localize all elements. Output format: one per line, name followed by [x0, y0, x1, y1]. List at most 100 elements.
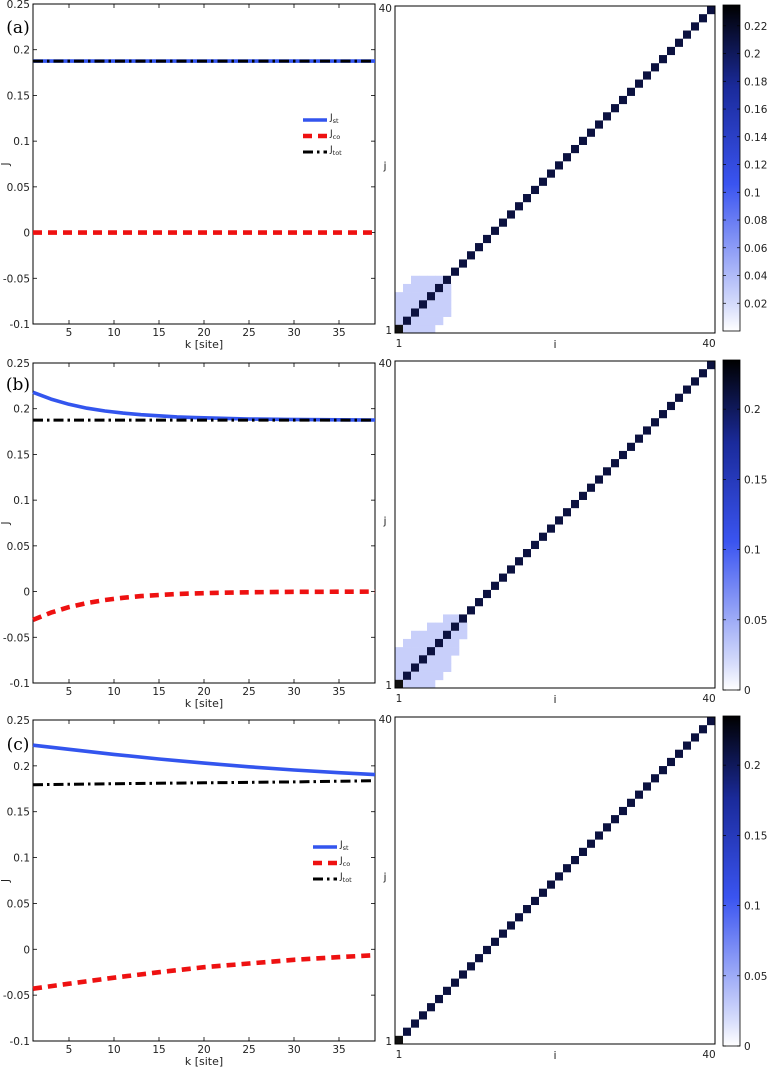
heatmap-cell	[427, 275, 436, 285]
heatmap-diagonal-cell	[403, 671, 411, 680]
heatmap-diagonal-cell	[595, 120, 603, 129]
heatmap-diagonal-cell	[611, 459, 619, 468]
heatmap-cell	[427, 679, 436, 689]
heatmap-diagonal-cell	[459, 614, 467, 623]
heatmap-diagonal-cell	[419, 655, 427, 664]
heatmap-cell	[411, 300, 420, 309]
heatmap-cell	[435, 316, 444, 326]
heatmap-diagonal-cell	[411, 1019, 419, 1028]
colorbar-tick-label: 0.1	[744, 187, 761, 199]
legend-entry-sub: tot	[333, 149, 343, 157]
heatmap-diagonal-cell	[635, 790, 643, 799]
x-tick-label: 1	[396, 1049, 403, 1061]
heatmap-diagonal-cell	[675, 38, 683, 47]
heatmap-diagonal-cell	[467, 962, 475, 971]
y-axis-label: J	[0, 162, 12, 166]
heatmap-cell	[411, 655, 420, 664]
colorbar-tick-label: 0.05	[744, 615, 767, 627]
heatmap-diagonal-cell	[491, 226, 499, 235]
heatmap-diagonal-cell	[475, 954, 483, 963]
y-axis-label: j	[382, 515, 386, 528]
panel-label: (a)	[6, 18, 29, 38]
heatmap-cell	[411, 292, 420, 301]
legend-entry-sub: st	[333, 117, 339, 125]
colorbar-tick-label: 0.1	[744, 901, 761, 913]
legend-entry-main: J	[339, 840, 343, 850]
y-tick-label: 0	[23, 587, 30, 599]
y-tick-label: 0.2	[13, 404, 30, 416]
heatmap-diagonal-cell	[699, 369, 707, 378]
x-tick-label: 30	[287, 1044, 300, 1056]
y-tick-label: 0	[23, 228, 30, 240]
heatmap-diagonal-cell	[635, 434, 643, 443]
heatmap-diagonal-cell	[603, 112, 611, 121]
heatmap-cell	[403, 663, 412, 672]
heatmap-cell	[427, 324, 436, 334]
heatmap-cell	[443, 647, 452, 656]
heatmap-cell	[395, 663, 404, 672]
heatmap-cell	[435, 671, 444, 681]
heatmap-cell	[403, 292, 412, 301]
heatmap-cell	[419, 316, 428, 326]
heatmap-diagonal-cell	[643, 71, 651, 80]
heatmap-diagonal-cell	[611, 815, 619, 824]
heatmap-diagonal-cell	[699, 725, 707, 734]
x-tick-label: 20	[197, 1044, 210, 1056]
y-tick-label: 0.1	[13, 495, 30, 507]
heatmap-diagonal-cell	[411, 663, 419, 672]
heatmap-diagonal-cell	[659, 766, 667, 775]
heatmap-diagonal-cell	[427, 1003, 435, 1012]
heatmap-diagonal-cell	[571, 499, 579, 509]
heatmap-diagonal-cell	[651, 774, 659, 783]
heatmap-cell	[419, 324, 428, 334]
x-tick-label: 10	[107, 1044, 120, 1056]
heatmap-diagonal-cell	[539, 888, 547, 897]
heatmap-diagonal-cell	[595, 475, 603, 484]
heatmap-diagonal-cell	[627, 798, 635, 807]
x-tick-label: 30	[287, 327, 300, 339]
heatmap-diagonal-cell	[539, 532, 547, 541]
y-tick-label: -0.05	[3, 632, 30, 644]
colorbar-tick-label: 0.1	[744, 545, 761, 557]
heatmap-cell	[419, 308, 428, 317]
heatmap-diagonal-cell	[491, 581, 499, 590]
series-line-j-st	[32, 743, 376, 777]
heatmap-diagonal-cell	[675, 749, 683, 758]
colorbar-tick-label: 0	[744, 1041, 751, 1053]
heatmap-cell	[451, 638, 460, 648]
heatmap-cell	[419, 679, 428, 689]
heatmap-cell	[443, 614, 452, 623]
heatmap-diagonal-cell	[547, 169, 555, 178]
heatmap-cell	[395, 647, 404, 656]
y-tick-label: 0.25	[7, 715, 30, 727]
heatmap-diagonal-cell	[499, 573, 507, 582]
y-tick-label: 0.15	[7, 449, 30, 461]
y-tick-label: 0.25	[7, 358, 30, 370]
heatmap-cell	[411, 671, 420, 681]
heatmap-diagonal-cell	[475, 598, 483, 607]
heatmap-cell	[435, 622, 444, 632]
heatmap-diagonal-cell	[547, 880, 555, 889]
heatmap-cell	[403, 655, 412, 664]
heatmap-cell	[419, 292, 428, 301]
heatmap-diagonal-cell	[451, 622, 459, 631]
x-axis-label: i	[553, 338, 556, 351]
heatmap-cell	[403, 647, 412, 656]
colorbar-tick-label: 0.04	[744, 271, 768, 283]
heatmap-cell	[419, 638, 428, 648]
series-line-j-co	[32, 589, 376, 623]
heatmap-diagonal-cell	[459, 970, 467, 979]
heatmap-cell	[427, 316, 436, 326]
y-axis-label: J	[0, 521, 12, 525]
heatmap-diagonal-cell	[419, 1011, 427, 1020]
heatmap-cell	[451, 614, 460, 623]
heatmap-cell	[395, 316, 404, 326]
heatmap-diagonal-cell	[683, 30, 691, 39]
heatmap-diagonal-cell	[507, 921, 515, 930]
x-axis-label: k [site]	[185, 1055, 223, 1068]
heatmap-cell	[395, 292, 404, 301]
x-tick-label: 15	[152, 327, 165, 339]
y-tick-label: -0.1	[10, 678, 31, 690]
heatmap-diagonal-cell	[411, 308, 419, 317]
colorbar-tick-label: 0.2	[744, 49, 761, 61]
